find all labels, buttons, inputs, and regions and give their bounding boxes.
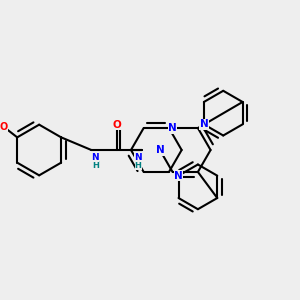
Text: H: H xyxy=(135,161,142,170)
Text: N: N xyxy=(92,153,99,162)
Text: O: O xyxy=(0,122,8,132)
Text: N: N xyxy=(174,171,183,181)
Text: N: N xyxy=(155,145,164,155)
Text: H: H xyxy=(92,161,99,170)
Text: N: N xyxy=(200,119,208,129)
Text: N: N xyxy=(134,153,142,162)
Text: O: O xyxy=(112,120,121,130)
Text: N: N xyxy=(168,123,177,133)
